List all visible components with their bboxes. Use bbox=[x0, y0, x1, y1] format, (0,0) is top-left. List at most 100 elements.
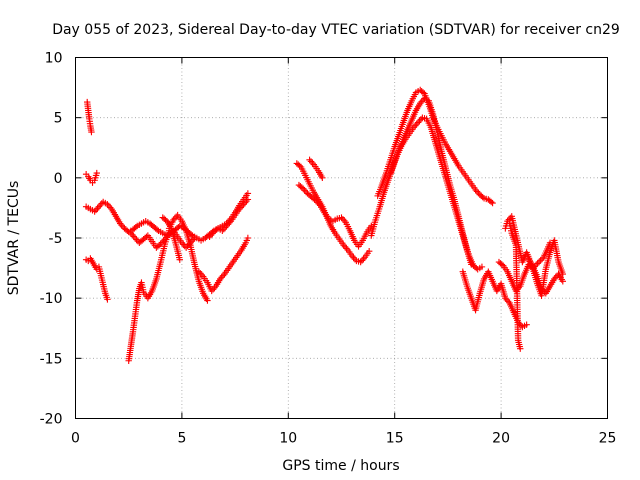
series-upslope-c bbox=[387, 95, 475, 268]
series-rising-arm bbox=[125, 227, 173, 364]
data-point bbox=[413, 120, 420, 128]
y-tick-label: 10 bbox=[45, 51, 63, 67]
data-point bbox=[104, 296, 111, 303]
grid-lines bbox=[75, 57, 608, 419]
data-point bbox=[240, 201, 247, 208]
data-point bbox=[88, 128, 95, 136]
y-tick-label: -20 bbox=[40, 412, 63, 428]
data-point bbox=[343, 245, 350, 252]
data-point bbox=[339, 215, 347, 223]
data-point bbox=[319, 174, 326, 182]
data-point bbox=[156, 242, 163, 249]
series-mid-c bbox=[306, 156, 326, 182]
x-tick-label: 10 bbox=[279, 431, 297, 447]
y-tick-label: -5 bbox=[49, 231, 63, 247]
series-early-e bbox=[206, 196, 252, 240]
data-point bbox=[546, 239, 554, 247]
axis-ticks: 0 5 10 15 20 25 -20 -15 -10 -5 0 5 10 bbox=[40, 51, 617, 447]
series-lower-left bbox=[82, 255, 111, 303]
data-point bbox=[165, 227, 173, 234]
data-point bbox=[529, 264, 537, 272]
data-point bbox=[131, 234, 139, 242]
data-point bbox=[535, 258, 543, 266]
series-right-spikes bbox=[525, 237, 567, 299]
data-point bbox=[417, 116, 425, 123]
data-point bbox=[534, 260, 541, 267]
data-point bbox=[93, 169, 100, 177]
series-early-0 bbox=[82, 169, 100, 186]
data-point bbox=[244, 190, 252, 197]
data-point bbox=[475, 189, 482, 197]
y-axis-label: SDTVAR / TECUs bbox=[6, 181, 22, 296]
series-mid-low bbox=[195, 234, 252, 295]
data-point bbox=[95, 203, 103, 210]
data-point bbox=[487, 198, 495, 206]
data-point bbox=[204, 297, 211, 304]
data-point bbox=[468, 261, 475, 268]
data-point bbox=[176, 256, 183, 263]
data-point bbox=[302, 188, 310, 196]
series-upslope-a bbox=[374, 86, 496, 207]
data-point bbox=[306, 156, 313, 163]
data-point bbox=[132, 223, 139, 231]
series-decline-low bbox=[459, 268, 530, 331]
x-tick-label: 20 bbox=[492, 431, 510, 447]
series-spike-start bbox=[84, 98, 95, 136]
data-point bbox=[537, 257, 544, 264]
data-point bbox=[92, 206, 100, 214]
data-point bbox=[129, 231, 136, 238]
series-early-d bbox=[159, 214, 183, 263]
data-point bbox=[341, 243, 349, 251]
y-tick-label: -15 bbox=[40, 351, 63, 367]
series-mid-a bbox=[293, 160, 373, 266]
data-point bbox=[191, 234, 198, 242]
data-point bbox=[365, 248, 373, 255]
data-point bbox=[414, 119, 422, 126]
data-point bbox=[180, 241, 187, 248]
x-tick-label: 15 bbox=[386, 431, 404, 447]
data-point bbox=[479, 193, 486, 201]
data-point bbox=[538, 255, 546, 262]
data-point bbox=[350, 254, 357, 261]
x-tick-label: 0 bbox=[71, 431, 80, 447]
data-point bbox=[298, 184, 305, 191]
data-point bbox=[517, 345, 524, 352]
data-point bbox=[307, 158, 315, 165]
data-point bbox=[531, 263, 538, 270]
data-point bbox=[296, 162, 303, 169]
data-point bbox=[559, 278, 567, 285]
x-tick-label: 25 bbox=[599, 431, 617, 447]
data-point bbox=[244, 196, 252, 203]
y-tick-label: 5 bbox=[54, 111, 63, 127]
data-point bbox=[153, 226, 161, 233]
data-point bbox=[130, 233, 137, 240]
chart-title: Day 055 of 2023, Sidereal Day-to-day VTE… bbox=[52, 22, 620, 38]
data-point bbox=[498, 261, 506, 268]
series-early-c bbox=[165, 211, 211, 304]
data-point bbox=[243, 197, 250, 205]
data-point bbox=[419, 89, 427, 96]
y-tick-label: 0 bbox=[54, 171, 63, 187]
y-tick-label: -10 bbox=[40, 291, 63, 307]
series-right-upper bbox=[502, 213, 554, 272]
data-point bbox=[309, 159, 316, 167]
series-right-tail bbox=[506, 220, 524, 352]
data-point bbox=[532, 261, 540, 269]
data-point bbox=[358, 257, 366, 264]
data-point bbox=[559, 270, 567, 278]
x-tick-label: 5 bbox=[177, 431, 186, 447]
data-point bbox=[105, 202, 113, 210]
data-point bbox=[478, 263, 486, 271]
series-mid-b bbox=[295, 181, 375, 250]
data-points bbox=[82, 86, 567, 364]
data-point bbox=[523, 321, 530, 328]
x-axis-label: GPS time / hours bbox=[282, 458, 399, 474]
data-point bbox=[241, 199, 249, 206]
data-point bbox=[311, 196, 318, 203]
data-point bbox=[244, 234, 252, 242]
data-point bbox=[473, 188, 481, 195]
data-point bbox=[301, 187, 308, 194]
data-point bbox=[119, 223, 127, 230]
data-point bbox=[143, 233, 150, 240]
